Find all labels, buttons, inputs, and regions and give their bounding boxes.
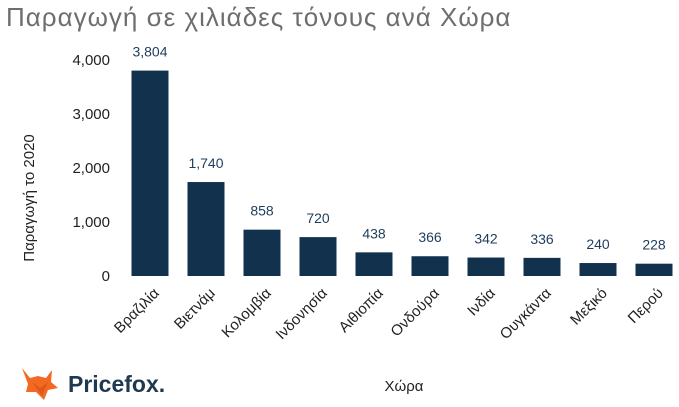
- y-axis-label: Παραγωγή το 2020: [21, 134, 38, 262]
- data-label: 3,804: [132, 44, 167, 60]
- y-tick-label: 0: [102, 268, 110, 285]
- data-label: 342: [474, 231, 498, 247]
- bar: [411, 256, 449, 276]
- bar: [243, 229, 281, 276]
- data-label: 240: [586, 236, 610, 252]
- x-tick-label: Αιθιοπία: [336, 285, 387, 336]
- x-tick-label: Κολομβία: [218, 285, 275, 342]
- data-label: 438: [362, 225, 386, 241]
- bar: [187, 182, 225, 276]
- data-label: 228: [642, 237, 666, 253]
- y-tick-label: 1,000: [72, 214, 110, 231]
- bar: [523, 257, 561, 276]
- bar: [467, 257, 505, 276]
- data-label: 366: [418, 229, 442, 245]
- data-label: 720: [306, 210, 330, 226]
- bar: [355, 252, 393, 276]
- x-tick-label: Βιετνάμ: [171, 285, 219, 333]
- bar: [635, 263, 673, 276]
- brand-name: Pricefox.: [68, 370, 166, 397]
- bar: [579, 263, 617, 276]
- data-label: 336: [530, 231, 554, 247]
- bar: [131, 70, 169, 276]
- x-axis-label: Χώρα: [385, 378, 424, 395]
- data-label: 1,740: [188, 155, 223, 171]
- chart-title: Παραγωγή σε χιλιάδες τόνους ανά Χώρα: [6, 2, 512, 32]
- bar: [299, 237, 337, 276]
- x-tick-label: Βραζιλία: [111, 285, 163, 337]
- y-tick-label: 4,000: [72, 52, 110, 69]
- x-tick-label: Μεξικό: [567, 285, 611, 329]
- x-tick-label: Περού: [625, 285, 667, 327]
- x-tick-label: Ουγκάντα: [497, 285, 555, 343]
- x-tick-label: Ινδία: [464, 285, 499, 320]
- data-label: 858: [250, 203, 274, 219]
- x-tick-label: Ονδούρα: [387, 285, 443, 341]
- y-tick-label: 2,000: [72, 160, 110, 177]
- pricefox-logo: Pricefox.: [18, 366, 165, 402]
- fox-icon: [22, 368, 58, 400]
- x-tick-label: Ινδονησία: [273, 285, 332, 344]
- y-tick-label: 3,000: [72, 106, 110, 123]
